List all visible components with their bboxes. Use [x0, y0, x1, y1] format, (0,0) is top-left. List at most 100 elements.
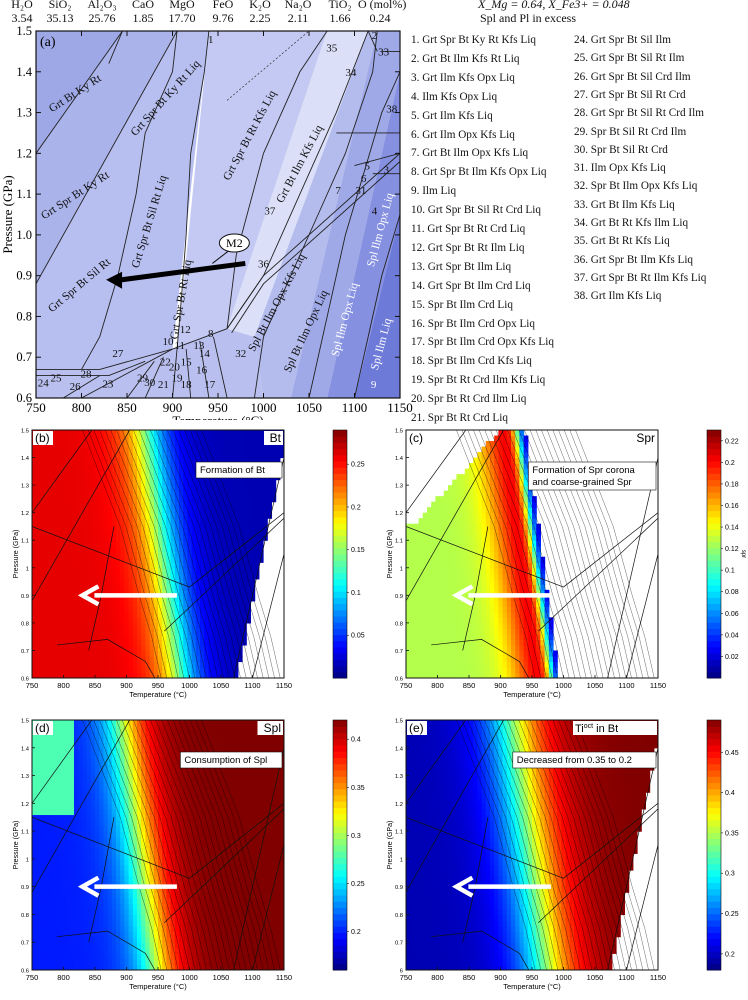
heatmap-cell [477, 556, 483, 563]
heatmap-cell [494, 589, 499, 596]
heatmap-cell [40, 747, 46, 754]
heatmap-cell [36, 573, 41, 580]
heatmap-cell [61, 758, 67, 766]
heatmap-cell [469, 518, 474, 525]
heatmap-cell [212, 485, 218, 492]
heatmap-cell [162, 501, 167, 508]
heatmap-cell [90, 925, 96, 932]
heatmap-cell [149, 617, 155, 624]
heatmap-cell [132, 534, 138, 541]
heatmap-cell [86, 540, 92, 547]
heatmap-cell [158, 523, 163, 530]
heatmap-cell [40, 908, 46, 916]
heatmap-cell [473, 474, 478, 481]
heatmap-cell [418, 567, 424, 574]
heatmap-cell [69, 666, 75, 674]
heatmap-cell [61, 825, 67, 832]
heatmap-cell [427, 639, 432, 646]
heatmap-cell [95, 562, 100, 569]
heatmap-cell [107, 496, 113, 503]
heatmap-cell [464, 512, 470, 519]
heatmap-cell [153, 523, 159, 530]
heatmap-cell [137, 655, 142, 663]
heatmap-cell [95, 953, 100, 960]
heatmap-cell [111, 567, 117, 574]
heatmap-cell [258, 435, 264, 442]
heatmap-cell [464, 534, 470, 541]
heatmap-cell [57, 512, 62, 519]
heatmap-cell [158, 446, 163, 453]
heatmap-cell [170, 633, 176, 641]
heatmap-cell [410, 589, 415, 596]
heatmap-cell [78, 808, 83, 816]
heatmap-cell [477, 518, 483, 525]
heatmap-cell [162, 485, 167, 492]
heatmap-cell [149, 573, 155, 580]
heatmap-cell [464, 567, 470, 574]
heatmap-cell [69, 639, 75, 646]
heatmap-cell [443, 545, 449, 552]
heatmap-cell [149, 523, 155, 530]
dashed-boundary [226, 31, 310, 101]
heatmap-cell [536, 584, 541, 591]
pt-path-arrow-head [106, 271, 123, 289]
heatmap-cell [410, 573, 415, 580]
heatmap-cell [82, 792, 88, 799]
heatmap-cell [427, 600, 432, 607]
heatmap-cell [443, 523, 449, 530]
heatmap-cell [120, 573, 125, 580]
heatmap-cell [128, 529, 134, 536]
heatmap-cell [44, 628, 50, 635]
heatmap-cell [99, 441, 104, 448]
heatmap-cell [208, 666, 214, 674]
mineral-label-box [631, 431, 657, 445]
heatmap-cell [536, 589, 541, 596]
heatmap-cell [191, 518, 197, 525]
heatmap-cell [170, 573, 176, 580]
phase-boundary [406, 430, 467, 513]
heatmap-cell [200, 518, 205, 525]
heatmap-cell [82, 942, 88, 949]
heatmap-cell [410, 650, 415, 657]
heatmap-cell [78, 584, 83, 591]
heatmap-cell [57, 661, 62, 668]
heatmap-cell [225, 655, 230, 663]
heatmap-cell [36, 836, 41, 843]
heatmap-cell [53, 825, 58, 832]
heatmap-cell [435, 518, 441, 525]
colorbar-segment [707, 628, 721, 636]
heatmap-cell [477, 633, 483, 641]
heatmap-cell [477, 578, 483, 585]
heatmap-cell [166, 446, 172, 453]
heatmap-cell [263, 496, 268, 503]
heatmap-cell [48, 567, 54, 574]
heatmap-cell [460, 600, 466, 607]
heatmap-cell [263, 529, 268, 536]
heatmap-cell [502, 468, 508, 475]
heatmap-cell [406, 617, 411, 624]
heatmap-cell [57, 430, 62, 437]
heatmap-cell [212, 562, 218, 569]
heatmap-cell [74, 622, 79, 629]
heatmap-cell [124, 567, 130, 574]
heatmap-cell [166, 479, 172, 486]
heatmap-cell [82, 650, 88, 657]
heatmap-cell [170, 595, 176, 602]
heatmap-cell [141, 435, 146, 442]
heatmap-cell [32, 914, 37, 921]
oxide-value: 25.76 [88, 11, 116, 25]
heatmap-cell [158, 430, 163, 437]
heatmap-cell [82, 831, 88, 838]
heatmap-cell [456, 556, 462, 563]
heatmap-cell [69, 529, 75, 536]
heatmap-cell [78, 881, 83, 888]
heatmap-cell [158, 655, 163, 663]
heatmap-cell [246, 606, 251, 613]
heatmap-cell [431, 661, 436, 668]
heatmap-cell [519, 468, 525, 475]
heatmap-cell [95, 920, 100, 927]
heatmap-cell [170, 600, 176, 607]
heatmap-cell [233, 435, 239, 442]
heatmap-cell [48, 764, 54, 771]
heatmap-cell [44, 908, 50, 916]
